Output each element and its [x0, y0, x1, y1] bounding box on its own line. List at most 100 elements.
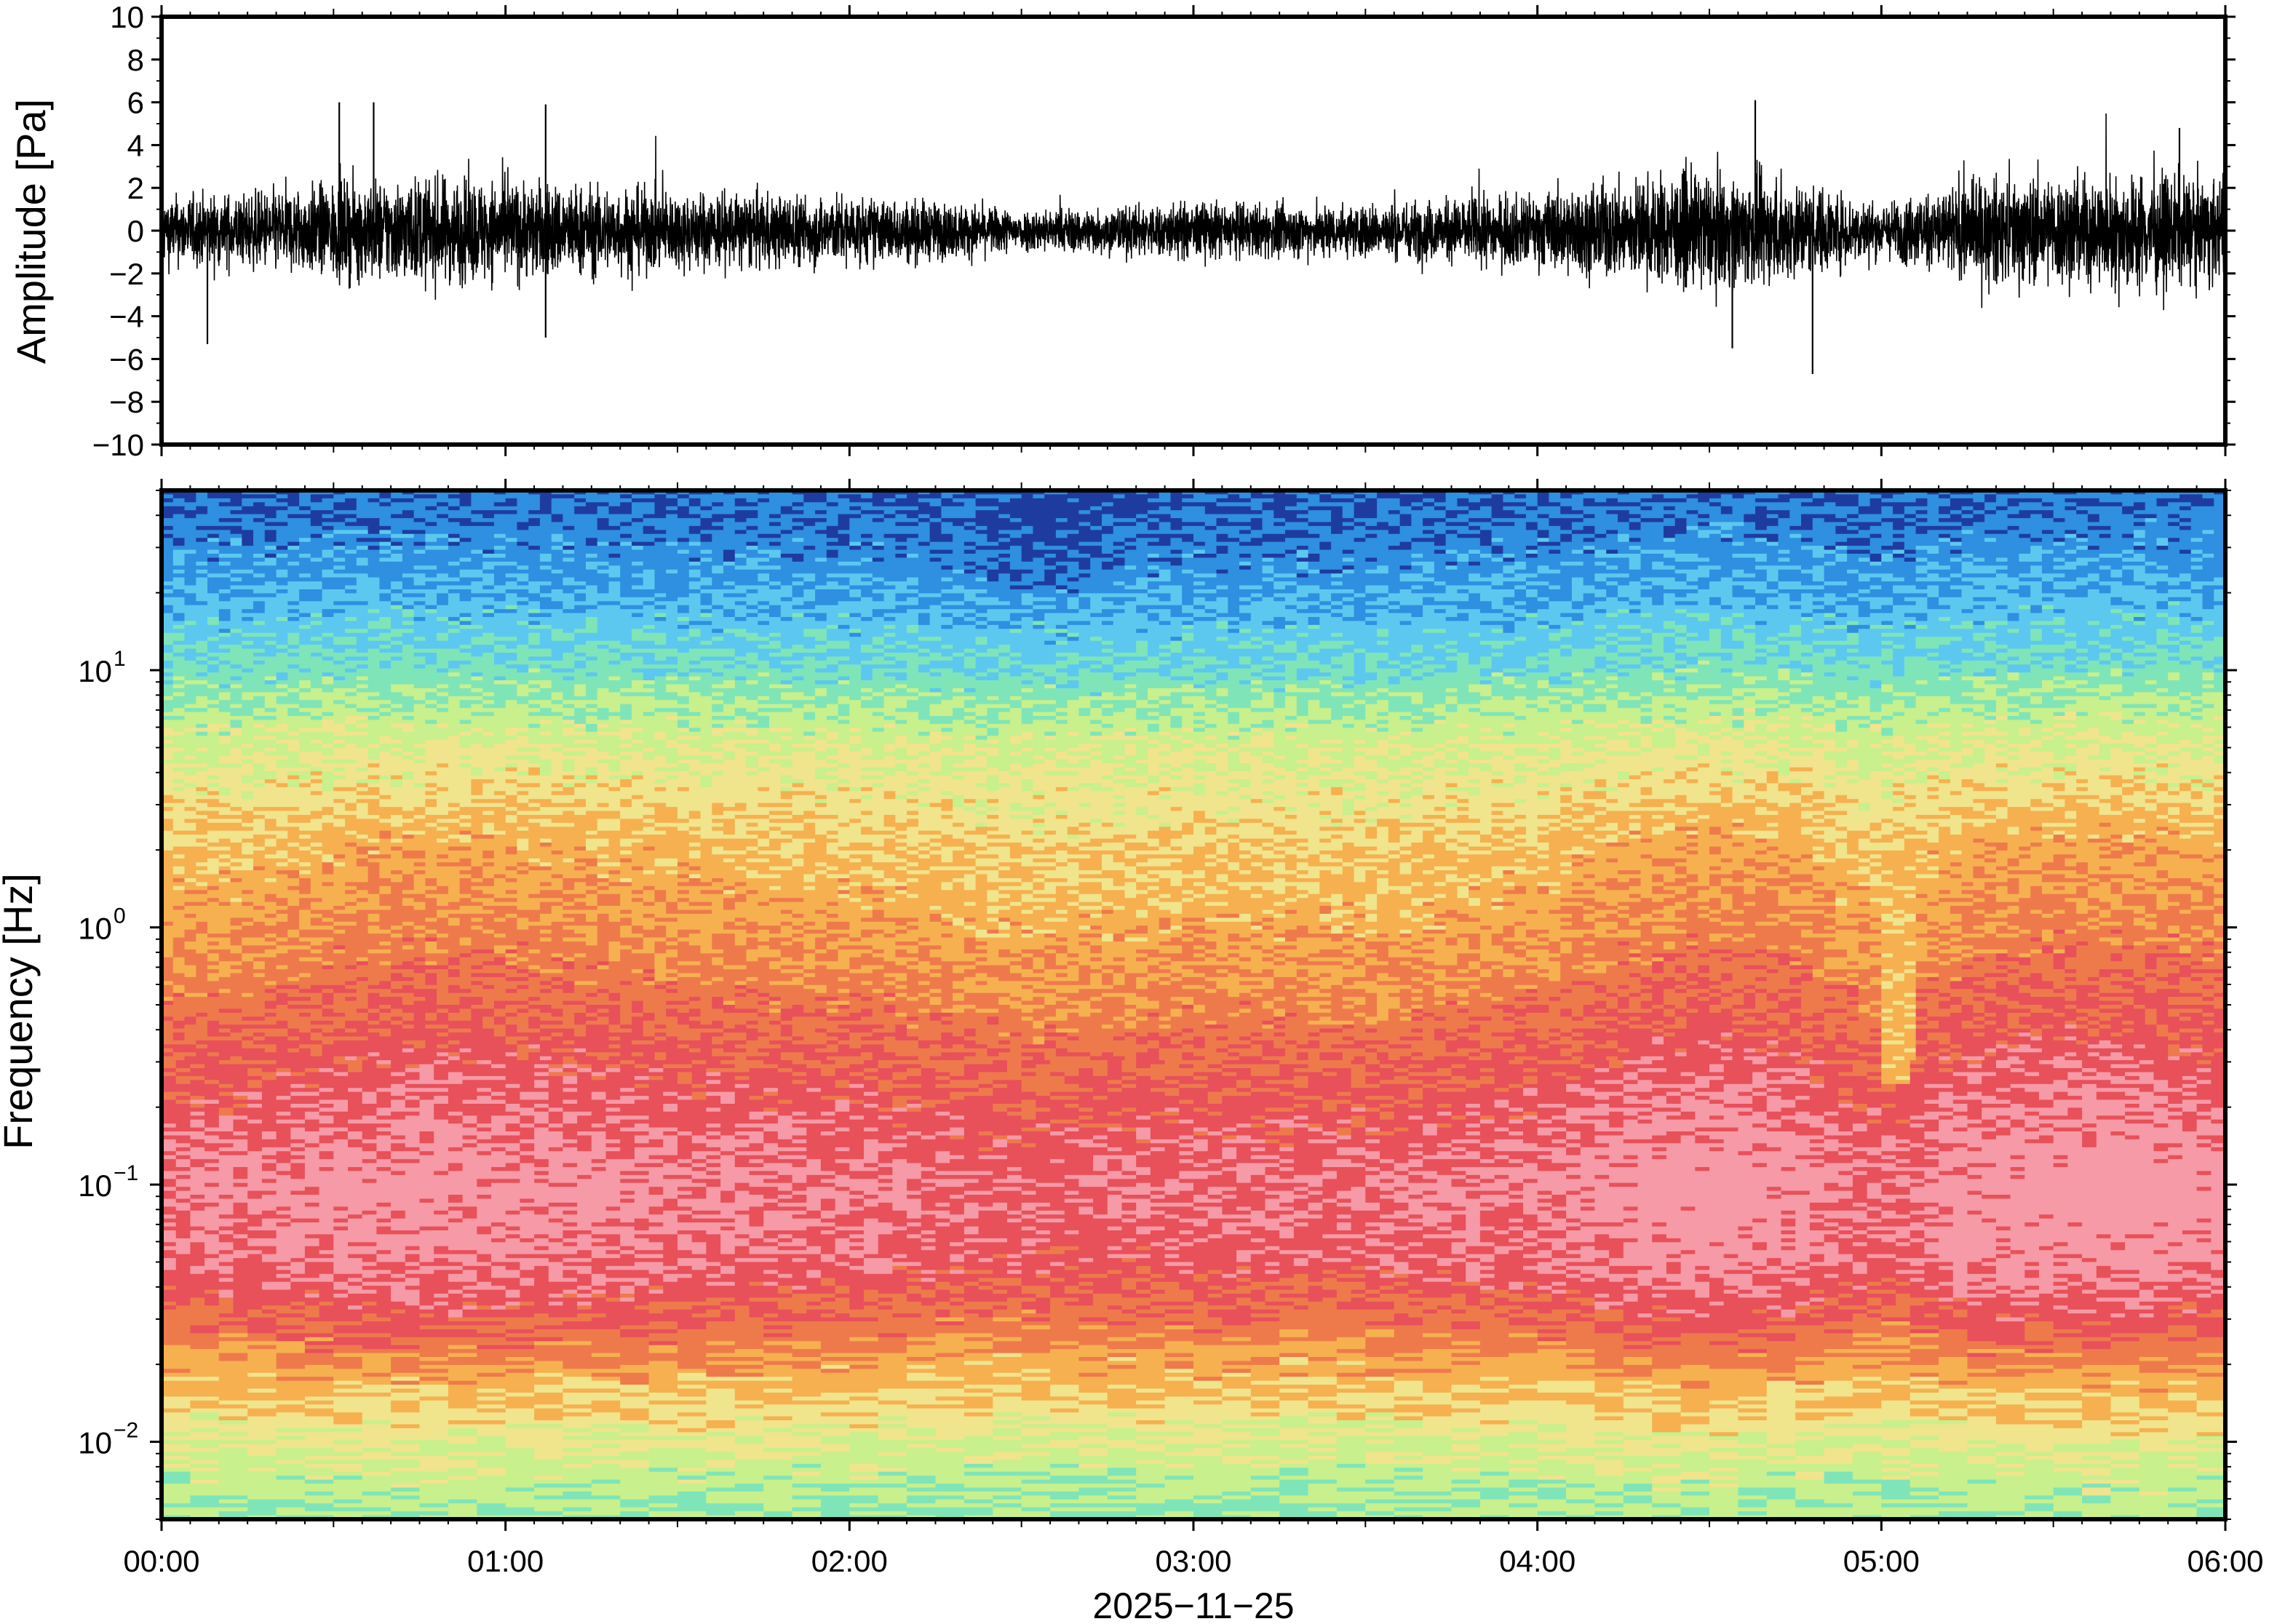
- spectrogram-cell: [2145, 562, 2158, 566]
- spectrogram-cell: [1377, 573, 1389, 578]
- spectrogram-cell: [1824, 514, 1837, 519]
- spectrogram-cell: [1205, 586, 1217, 590]
- spectrogram-cell: [1675, 522, 1688, 527]
- spectrogram-cell: [1973, 550, 1985, 554]
- spectrogram-cell: [517, 538, 529, 542]
- spectrogram-cell: [437, 514, 449, 519]
- spectrogram-cell: [333, 506, 346, 511]
- spectrogram-cell: [884, 534, 897, 538]
- spectrogram-cell: [1136, 494, 1148, 498]
- spectrogram-cell: [1010, 538, 1022, 542]
- spectrogram-cell: [2099, 565, 2112, 570]
- spectrogram-cell: [2168, 565, 2180, 570]
- spectrogram-cell: [655, 589, 667, 594]
- spectrogram-cell: [517, 554, 529, 558]
- spectrogram-cell: [712, 510, 724, 514]
- spectrogram-cell: [930, 573, 942, 578]
- spectrogram-cell: [1090, 550, 1102, 554]
- spectrogram-cell: [643, 558, 656, 562]
- spectrogram-cell: [861, 518, 873, 522]
- spectrogram-cell: [1193, 510, 1206, 514]
- spectrogram-cell: [1078, 534, 1091, 538]
- spectrogram-cell: [253, 581, 266, 586]
- spectrogram-cell: [1308, 534, 1321, 538]
- spectrogram-cell: [1904, 558, 1917, 562]
- spectrogram-cell: [1159, 565, 1172, 570]
- spectrogram-cell: [2134, 518, 2146, 522]
- spectrogram-cell: [1629, 534, 1642, 538]
- spectrogram-cell: [1078, 546, 1091, 550]
- spectrogram-cell: [2122, 573, 2134, 578]
- spectrogram-cell: [930, 550, 942, 554]
- spectrogram-cell: [1801, 589, 1813, 594]
- spectrogram-cell: [552, 589, 564, 594]
- spectrogram-cell: [219, 530, 231, 534]
- spectrogram-cell: [1228, 554, 1240, 558]
- spectrogram-cell: [1629, 586, 1642, 590]
- spectrogram-cell: [1102, 502, 1114, 506]
- spectrogram-cell: [173, 586, 186, 590]
- spectrogram-cell: [425, 498, 437, 503]
- spectrogram-cell: [1996, 518, 2008, 522]
- spectrogram-cell: [1492, 554, 1504, 558]
- spectrogram-cell: [1675, 526, 1688, 530]
- spectrogram-cell: [196, 526, 208, 530]
- spectrogram-cell: [2054, 522, 2066, 527]
- spectrogram-cell: [2099, 498, 2112, 503]
- spectrogram-cell: [1606, 546, 1618, 550]
- spectrogram-cell: [437, 578, 449, 582]
- spectrogram-cell: [1847, 578, 1859, 582]
- spectrogram-cell: [1767, 558, 1779, 562]
- spectrogram-cell: [1205, 518, 1217, 522]
- spectrogram-cell: [1446, 558, 1458, 562]
- spectrogram-cell: [1594, 534, 1607, 538]
- spectrogram-cell: [414, 514, 426, 519]
- spectrogram-cell: [494, 558, 506, 562]
- spectrogram-cell: [425, 570, 437, 574]
- spectrogram-cell: [552, 562, 564, 566]
- spectrogram-cell: [1813, 573, 1825, 578]
- spectrogram-cell: [1273, 565, 1286, 570]
- spectrogram-cell: [1847, 586, 1859, 590]
- spectrogram-cell: [322, 589, 335, 594]
- spectrogram-cell: [1594, 558, 1607, 562]
- spectrogram-cell: [1457, 554, 1469, 558]
- spectrogram-cell: [1698, 570, 1710, 574]
- spectrogram-cell: [1687, 534, 1699, 538]
- spectrogram-cell: [1171, 554, 1183, 558]
- spectrogram-cell: [1594, 581, 1607, 586]
- spectrogram-cell: [1744, 586, 1756, 590]
- spectrogram-cell: [701, 498, 713, 503]
- spectrogram-cell: [494, 530, 506, 534]
- spectrogram-cell: [689, 589, 702, 594]
- spectrogram-cell: [849, 558, 862, 562]
- spectrogram-cell: [895, 502, 907, 506]
- spectrogram-cell: [666, 502, 678, 506]
- spectrogram-cell: [803, 589, 816, 594]
- spectrogram-cell: [185, 573, 197, 578]
- spectrogram-cell: [597, 562, 610, 566]
- spectrogram-cell: [425, 514, 437, 519]
- spectrogram-cell: [747, 570, 759, 574]
- spectrogram-cell: [1217, 546, 1229, 550]
- spectrogram-cell: [1916, 542, 1928, 546]
- spectrogram-cell: [701, 565, 713, 570]
- spectrogram-cell: [1251, 526, 1263, 530]
- spectrogram-cell: [643, 538, 656, 542]
- spectrogram-cell: [1687, 573, 1699, 578]
- spectrogram-cell: [1090, 522, 1102, 527]
- spectrogram-cell: [1492, 494, 1504, 498]
- spectrogram-cell: [918, 558, 931, 562]
- spectrogram-cell: [277, 546, 289, 550]
- spectrogram-cell: [1733, 502, 1745, 506]
- spectrogram-cell: [460, 494, 472, 498]
- spectrogram-cell: [287, 522, 300, 527]
- spectrogram-cell: [895, 494, 907, 498]
- spectrogram-cell: [2019, 573, 2031, 578]
- spectrogram-cell: [838, 542, 851, 546]
- spectrogram-cell: [1641, 565, 1653, 570]
- spectrogram-cell: [1148, 538, 1160, 542]
- spectrogram-cell: [597, 534, 610, 538]
- spectrogram-cell: [1228, 578, 1240, 582]
- spectrogram-cell: [1733, 510, 1745, 514]
